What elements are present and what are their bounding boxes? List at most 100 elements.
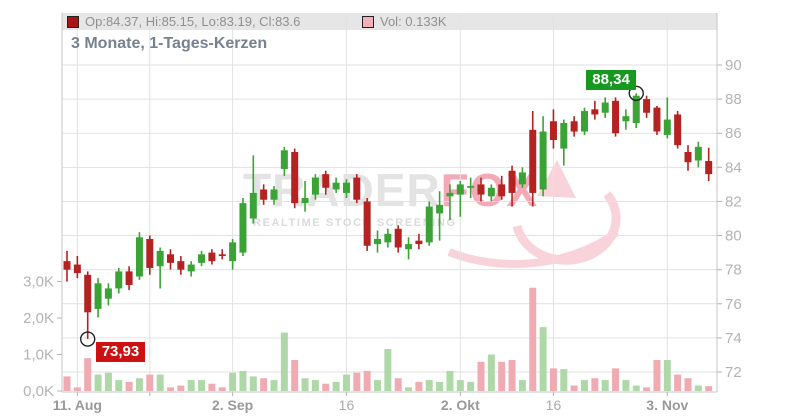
- candle-body[interactable]: [342, 182, 350, 193]
- candle-body[interactable]: [198, 254, 206, 263]
- candle-body[interactable]: [467, 186, 475, 188]
- volume-bar[interactable]: [415, 381, 423, 391]
- candle-body[interactable]: [674, 114, 682, 146]
- candle-body[interactable]: [508, 170, 516, 193]
- volume-bar[interactable]: [229, 372, 237, 391]
- candle-body[interactable]: [591, 109, 599, 115]
- volume-bar[interactable]: [156, 374, 164, 391]
- candle-body[interactable]: [415, 240, 423, 245]
- candle-body[interactable]: [208, 252, 216, 262]
- candle-body[interactable]: [487, 187, 495, 197]
- candle-body[interactable]: [239, 203, 247, 253]
- volume-bar[interactable]: [322, 383, 330, 391]
- candle-body[interactable]: [332, 182, 340, 190]
- candle-body[interactable]: [322, 174, 330, 188]
- candle-body[interactable]: [146, 238, 154, 268]
- candle-body[interactable]: [570, 121, 578, 132]
- volume-bar[interactable]: [518, 380, 526, 391]
- volume-bar[interactable]: [508, 359, 516, 391]
- candle-body[interactable]: [94, 283, 102, 309]
- candle-body[interactable]: [694, 146, 702, 161]
- volume-bar[interactable]: [177, 385, 185, 391]
- volume-bar[interactable]: [239, 370, 247, 391]
- volume-bar[interactable]: [436, 381, 444, 391]
- volume-bar[interactable]: [674, 374, 682, 391]
- candle-body[interactable]: [405, 244, 413, 250]
- volume-bar[interactable]: [208, 383, 216, 391]
- candle-body[interactable]: [374, 238, 381, 245]
- candle-body[interactable]: [384, 233, 392, 243]
- volume-bar[interactable]: [363, 370, 371, 391]
- volume-bar[interactable]: [663, 359, 671, 391]
- volume-bar[interactable]: [694, 385, 702, 391]
- volume-bar[interactable]: [643, 387, 651, 391]
- candle-body[interactable]: [63, 261, 71, 270]
- candle-body[interactable]: [425, 206, 433, 243]
- volume-bar[interactable]: [187, 380, 195, 391]
- candle-body[interactable]: [456, 184, 464, 195]
- candle-body[interactable]: [663, 119, 671, 135]
- volume-bar[interactable]: [446, 370, 454, 391]
- volume-bar[interactable]: [311, 380, 319, 391]
- candle-body[interactable]: [270, 189, 278, 200]
- volume-bar[interactable]: [260, 378, 268, 391]
- candle-body[interactable]: [436, 204, 444, 214]
- candle-body[interactable]: [498, 184, 506, 197]
- candle-body[interactable]: [363, 201, 371, 246]
- candle-body[interactable]: [653, 107, 661, 132]
- candle-body[interactable]: [135, 237, 143, 277]
- volume-bar[interactable]: [167, 387, 174, 391]
- volume-bar[interactable]: [342, 374, 350, 391]
- candle-body[interactable]: [477, 184, 485, 195]
- volume-bar[interactable]: [570, 385, 578, 391]
- volume-bar[interactable]: [198, 380, 206, 391]
- volume-bar[interactable]: [84, 358, 92, 391]
- volume-bar[interactable]: [467, 381, 475, 391]
- volume-bar[interactable]: [94, 374, 102, 391]
- candle-body[interactable]: [84, 274, 92, 313]
- candle-body[interactable]: [622, 116, 630, 122]
- candle-body[interactable]: [705, 161, 713, 175]
- volume-bar[interactable]: [353, 372, 361, 391]
- candle-body[interactable]: [518, 172, 526, 185]
- candle-body[interactable]: [684, 151, 692, 163]
- volume-bar[interactable]: [581, 380, 588, 391]
- candle-body[interactable]: [301, 198, 309, 204]
- volume-bar[interactable]: [125, 381, 133, 391]
- candle-body[interactable]: [612, 100, 620, 134]
- volume-bar[interactable]: [146, 374, 154, 391]
- volume-bar[interactable]: [632, 385, 640, 391]
- volume-bar[interactable]: [549, 368, 557, 391]
- volume-bar[interactable]: [280, 332, 288, 391]
- volume-bar[interactable]: [104, 372, 112, 391]
- volume-bar[interactable]: [425, 380, 433, 391]
- volume-bar[interactable]: [477, 361, 485, 391]
- volume-bar[interactable]: [249, 376, 257, 391]
- volume-bar[interactable]: [384, 349, 392, 391]
- volume-bar[interactable]: [332, 381, 340, 391]
- volume-bar[interactable]: [291, 359, 299, 391]
- candle-body[interactable]: [601, 102, 609, 113]
- candle-body[interactable]: [125, 271, 133, 286]
- volume-bar[interactable]: [612, 368, 620, 391]
- candle-body[interactable]: [156, 250, 164, 267]
- candle-body[interactable]: [394, 228, 402, 248]
- candle-body[interactable]: [581, 111, 588, 132]
- candle-body[interactable]: [632, 95, 640, 123]
- volume-bar[interactable]: [218, 387, 226, 391]
- candle-body[interactable]: [260, 189, 268, 200]
- candle-body[interactable]: [446, 192, 454, 197]
- volume-bar[interactable]: [394, 378, 402, 391]
- volume-bar[interactable]: [653, 359, 661, 391]
- candle-body[interactable]: [187, 264, 195, 272]
- volume-bar[interactable]: [301, 378, 309, 391]
- candle-body[interactable]: [177, 261, 185, 270]
- candle-body[interactable]: [643, 99, 651, 113]
- candle-body[interactable]: [549, 121, 557, 141]
- volume-bar[interactable]: [684, 378, 692, 391]
- candle-body[interactable]: [167, 254, 174, 263]
- candle-body[interactable]: [229, 242, 237, 262]
- candle-body[interactable]: [529, 129, 537, 193]
- candle-body[interactable]: [539, 131, 547, 190]
